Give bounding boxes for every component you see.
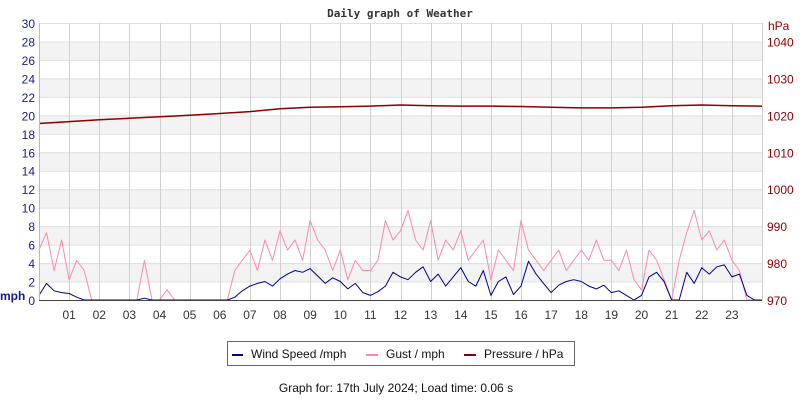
legend-label-wind: Wind Speed /mph bbox=[251, 347, 346, 361]
footer-text: Graph for: 17th July 2024; Load time: 0.… bbox=[279, 381, 513, 395]
x-tick-label: 01 bbox=[62, 308, 76, 322]
x-tick-label: 14 bbox=[454, 308, 468, 322]
right-axis: 970 980 990 1000 1010 1020 1030 1040 bbox=[767, 35, 794, 308]
x-tick-label: 10 bbox=[334, 308, 348, 322]
x-tick-label: 16 bbox=[514, 308, 528, 322]
right-tick-label: 1000 bbox=[767, 183, 794, 197]
left-tick-label: 6 bbox=[28, 239, 35, 253]
left-tick-label: 26 bbox=[22, 54, 36, 68]
left-tick-label: 28 bbox=[22, 35, 36, 49]
background-band bbox=[39, 41, 762, 60]
right-tick-label: 1040 bbox=[767, 35, 794, 49]
chart-title: Daily graph of Weather bbox=[327, 7, 473, 20]
left-axis-label: mph bbox=[0, 289, 25, 303]
x-tick-label: 19 bbox=[605, 308, 619, 322]
background-band bbox=[39, 78, 762, 97]
x-tick-label: 18 bbox=[575, 308, 589, 322]
x-tick-label: 02 bbox=[93, 308, 107, 322]
left-tick-label: 16 bbox=[22, 146, 36, 160]
right-tick-label: 1020 bbox=[767, 109, 794, 123]
right-tick-label: 1010 bbox=[767, 146, 794, 160]
x-axis: 01 02 03 04 05 06 07 08 09 10 11 12 13 14 15 16 17 18 19 20… bbox=[62, 308, 738, 322]
x-tick-label: 11 bbox=[364, 308, 377, 322]
x-tick-label: 23 bbox=[725, 308, 739, 322]
x-tick-label: 12 bbox=[394, 308, 408, 322]
right-tick-label: 980 bbox=[767, 257, 787, 271]
x-tick-label: 06 bbox=[213, 308, 227, 322]
x-tick-label: 08 bbox=[273, 308, 287, 322]
legend: Wind Speed /mph Gust / mph Pressure / hP… bbox=[227, 341, 575, 366]
x-tick-label: 17 bbox=[544, 308, 558, 322]
left-tick-label: 8 bbox=[28, 220, 35, 234]
left-tick-label: 20 bbox=[22, 109, 36, 123]
left-tick-label: 22 bbox=[22, 91, 36, 105]
legend-label-gust: Gust / mph bbox=[386, 347, 445, 361]
series-line-pressure bbox=[38, 104, 763, 125]
x-tick-label: 07 bbox=[243, 308, 257, 322]
left-tick-label: 30 bbox=[22, 17, 36, 31]
x-tick-label: 03 bbox=[123, 308, 137, 322]
left-tick-label: 2 bbox=[28, 276, 35, 290]
background-band bbox=[39, 226, 762, 245]
left-tick-label: 10 bbox=[22, 202, 36, 216]
left-tick-label: 0 bbox=[28, 294, 35, 308]
right-tick-label: 1030 bbox=[767, 72, 794, 86]
x-tick-label: 20 bbox=[635, 308, 649, 322]
right-tick-label: 990 bbox=[767, 220, 787, 234]
legend-label-pressure: Pressure / hPa bbox=[484, 347, 564, 361]
x-tick-label: 15 bbox=[484, 308, 498, 322]
x-tick-label: 05 bbox=[183, 308, 197, 322]
x-tick-label: 13 bbox=[424, 308, 438, 322]
background-band bbox=[39, 152, 762, 171]
x-tick-label: 04 bbox=[153, 308, 167, 322]
right-axis-label: hPa bbox=[768, 19, 790, 33]
series-line-gust bbox=[38, 209, 762, 301]
x-tick-label: 21 bbox=[665, 308, 679, 322]
left-tick-label: 18 bbox=[22, 128, 36, 142]
x-tick-label: 22 bbox=[695, 308, 709, 322]
background-band bbox=[39, 189, 762, 208]
right-tick-label: 970 bbox=[767, 294, 787, 308]
left-tick-label: 24 bbox=[22, 72, 36, 86]
x-tick-label: 09 bbox=[303, 308, 317, 322]
grid-lines bbox=[39, 23, 763, 300]
left-tick-label: 14 bbox=[22, 165, 36, 179]
left-tick-label: 4 bbox=[28, 257, 35, 271]
left-tick-label: 12 bbox=[22, 183, 36, 197]
